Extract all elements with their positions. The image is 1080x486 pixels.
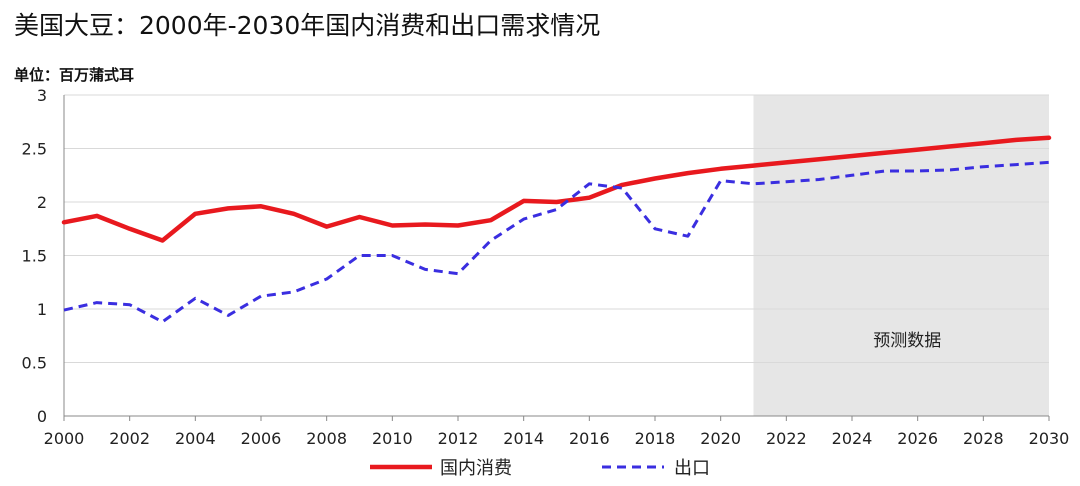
axes — [63, 95, 1049, 417]
x-tick-label: 2012 — [438, 429, 479, 448]
x-tick-label: 2004 — [175, 429, 216, 448]
x-tick-label: 2022 — [766, 429, 807, 448]
x-tick-label: 2008 — [306, 429, 347, 448]
x-tick-label: 2030 — [1029, 429, 1070, 448]
x-tick-label: 2000 — [44, 429, 85, 448]
chart-title: 美国大豆：2000年-2030年国内消费和出口需求情况 — [14, 11, 601, 40]
legend-label: 出口 — [674, 458, 710, 479]
y-tick-labels: 0 0.5 1 1.5 2 2.5 3 — [22, 86, 47, 426]
y-tick-label: 1.5 — [22, 247, 47, 266]
y-tick-label: 1 — [37, 300, 47, 319]
x-tick-label: 2010 — [372, 429, 413, 448]
series-line-export — [63, 160, 1050, 324]
unit-label: 单位：百万蒲式耳 — [14, 66, 135, 84]
x-tick-label: 2028 — [963, 429, 1004, 448]
y-tick-label: 3 — [37, 86, 47, 105]
series-line-domestic — [61, 135, 1052, 243]
x-tick-label: 2018 — [635, 429, 676, 448]
legend: 国内消费 出口 — [370, 458, 710, 479]
y-tick-label: 2.5 — [22, 140, 47, 159]
y-tick-label: 0.5 — [22, 354, 47, 373]
x-tick-label: 2016 — [569, 429, 610, 448]
x-tick-label: 2024 — [832, 429, 873, 448]
y-tick-label: 0 — [37, 407, 47, 426]
x-tick-label: 2014 — [503, 429, 544, 448]
series-lines — [61, 135, 1052, 324]
x-tick-label: 2006 — [241, 429, 282, 448]
x-tick-label: 2002 — [109, 429, 150, 448]
x-tick-label: 2026 — [897, 429, 938, 448]
y-tick-label: 2 — [37, 193, 47, 212]
x-tick-label: 2020 — [700, 429, 741, 448]
legend-label: 国内消费 — [440, 458, 512, 479]
forecast-label: 预测数据 — [873, 331, 941, 351]
x-tick-labels: 2000 2002 2004 2006 2008 2010 2012 2014 2016 2018… — [44, 416, 1070, 448]
